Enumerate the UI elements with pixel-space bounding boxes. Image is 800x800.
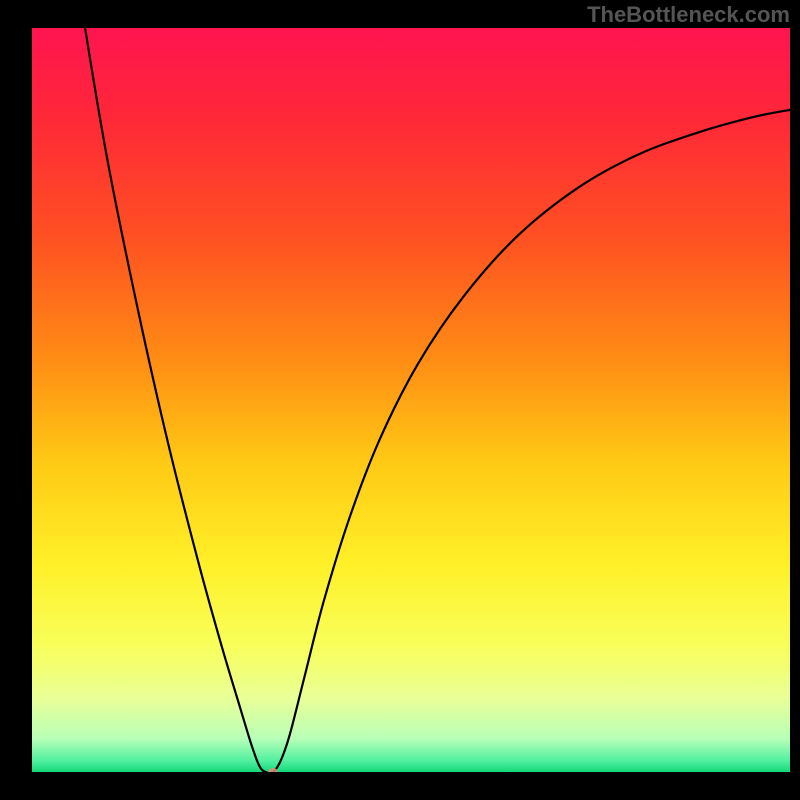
bottleneck-chart bbox=[0, 0, 800, 800]
chart-container: TheBottleneck.com bbox=[0, 0, 800, 800]
